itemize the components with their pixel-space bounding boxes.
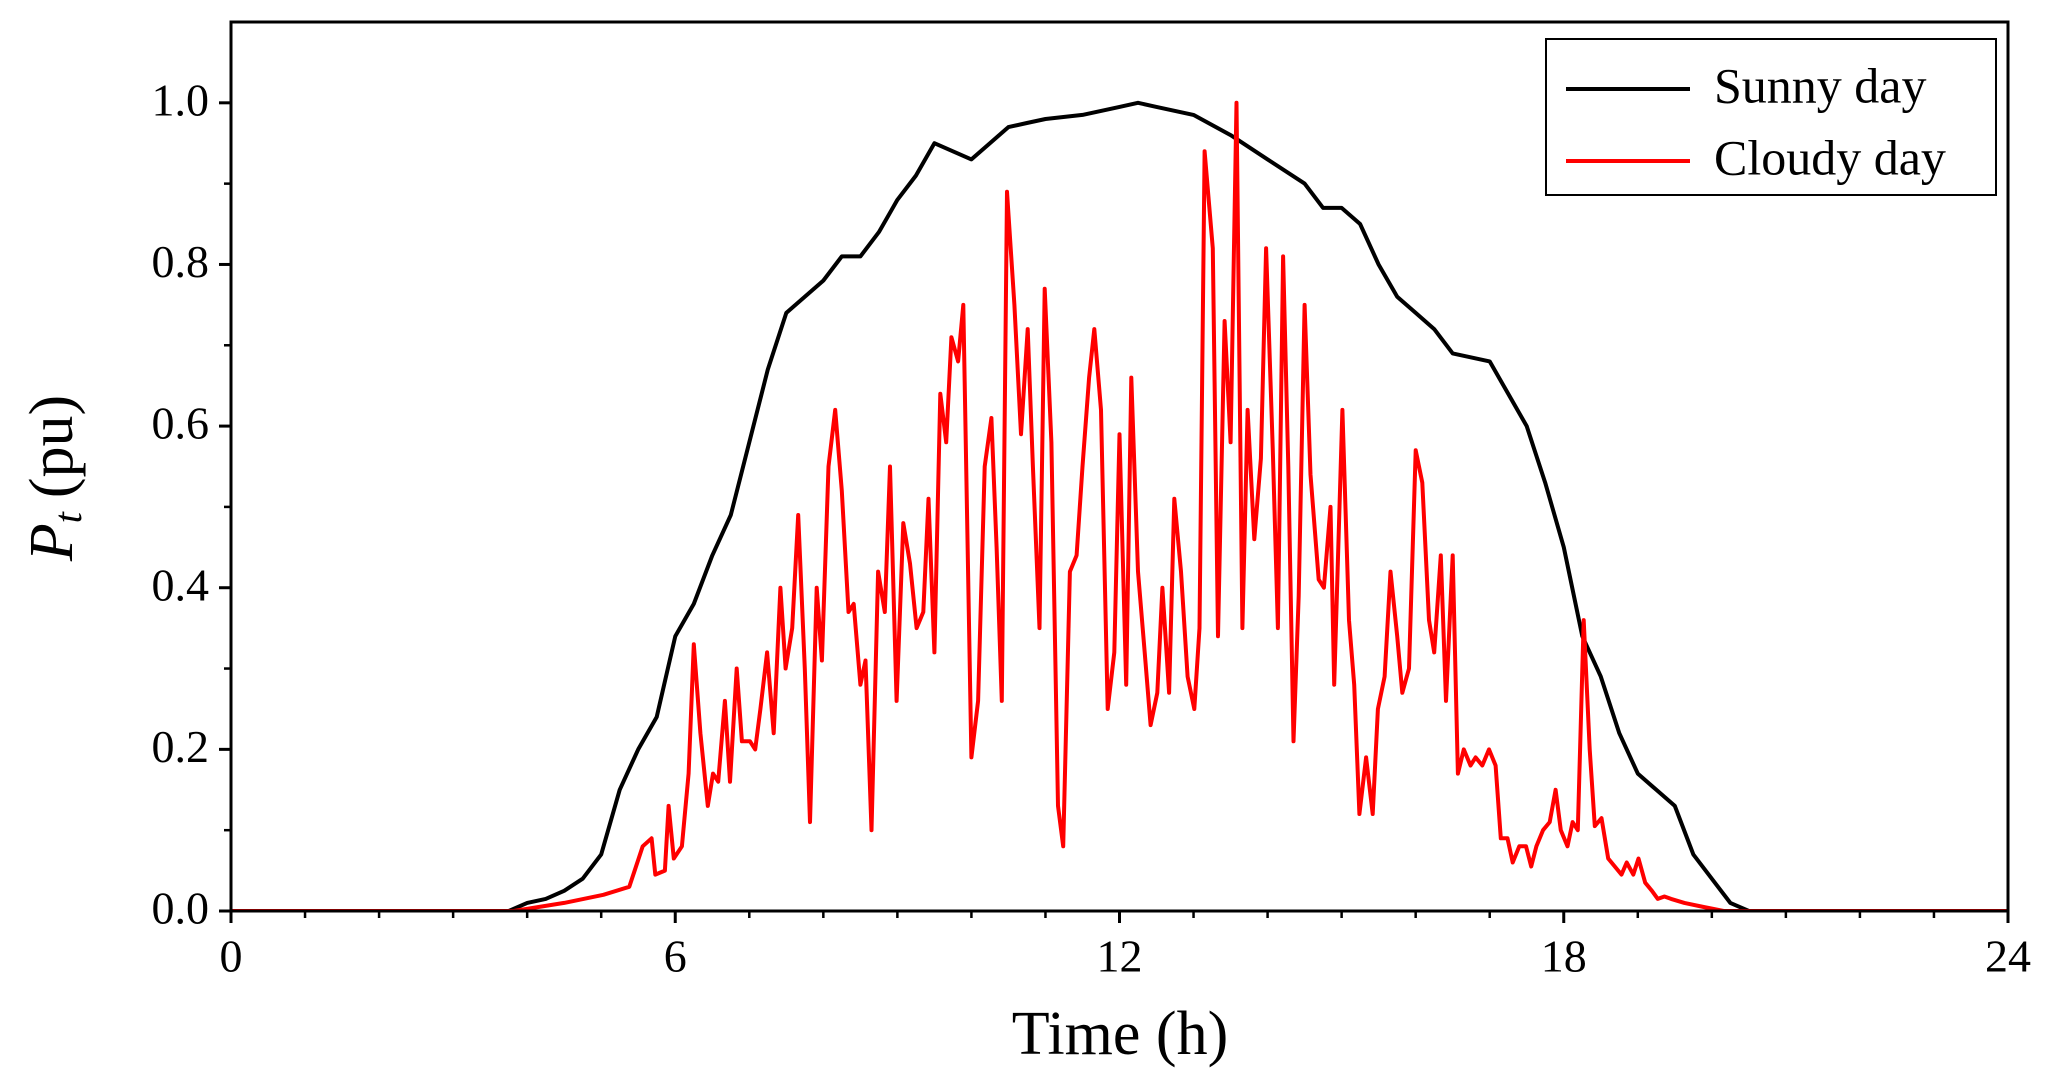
x-axis-title: Time (h)	[1012, 1000, 1228, 1068]
y-tick-label: 0.0	[152, 883, 210, 934]
x-tick-label: 6	[664, 931, 687, 982]
y-tick-label: 0.6	[152, 398, 210, 449]
series-line	[231, 100, 2008, 911]
y-tick-label: 0.4	[152, 559, 210, 610]
legend-label: Sunny day	[1714, 57, 1927, 113]
x-tick-label: 18	[1541, 931, 1587, 982]
y-tick-label: 0.8	[152, 236, 210, 287]
x-tick-label: 24	[1985, 931, 2031, 982]
legend-label: Cloudy day	[1714, 129, 1946, 185]
legend-box	[1545, 38, 1997, 196]
plot-frame	[229, 20, 2010, 913]
y-axis-sub: t	[45, 511, 90, 523]
y-axis-title: Pt (pu)	[18, 395, 90, 562]
series-line	[231, 100, 2008, 911]
y-axis-unit: (pu)	[18, 395, 86, 498]
x-tick-label: 12	[1097, 931, 1143, 982]
y-axis-main: P	[18, 523, 86, 562]
y-tick-label: 1.0	[152, 74, 210, 125]
y-axis-title-text: Pt (pu)	[18, 395, 90, 562]
x-tick-label: 0	[220, 931, 243, 982]
y-tick-label: 0.2	[152, 721, 210, 772]
